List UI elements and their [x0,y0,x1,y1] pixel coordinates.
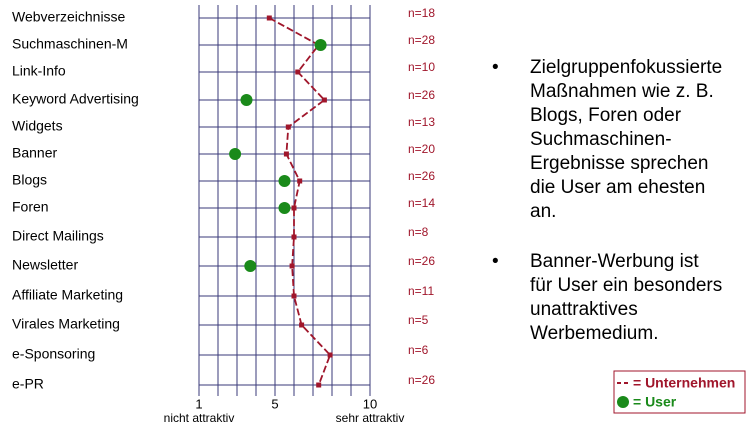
marker-user [278,175,291,187]
bullet-line: unattraktives [530,299,638,320]
legend-label: = User [633,394,677,410]
marker-unternehmen [291,234,297,240]
marker-unternehmen [316,382,322,388]
n-label: n=14 [408,196,435,210]
marker-unternehmen [289,263,295,269]
bullet: Zielgruppenfokussierte Maßnahmen wie z. B… [490,56,745,224]
marker-unternehmen [266,15,272,21]
legend-box [613,370,746,414]
marker-user [314,39,327,51]
bullet: Banner-Werbung ist für User ein besonders… [490,250,745,346]
marker-unternehmen [295,69,301,75]
x-axis-label-left: nicht attraktiv [164,411,235,425]
x-tick-label: 5 [271,396,278,411]
n-label: n=20 [408,142,435,156]
bullet-line: Banner-Werbung ist [530,251,699,272]
n-label: n=8 [408,225,429,239]
category-label: Widgets [12,118,63,134]
marker-user [244,260,257,272]
line-unternehmen [268,17,332,386]
n-label: n=26 [408,169,435,183]
x-tick-label: 1 [195,396,202,411]
n-label: n=18 [408,6,435,20]
marker-unternehmen [285,124,291,130]
marker-unternehmen [299,322,305,328]
n-label: n=6 [408,343,429,357]
category-label: Link-Info [12,63,66,79]
category-label: Newsletter [12,257,78,273]
bullet-line: Werbemedium. [530,323,659,344]
n-label: n=26 [408,373,435,387]
marker-user [278,202,291,214]
marker-user [229,148,242,160]
bullet-line: Zielgruppenfokussierte [530,57,723,78]
bullet-line: Maßnahmen wie z. B. [530,81,714,102]
marker-unternehmen [297,178,303,184]
category-label: Foren [12,199,49,215]
category-label: Affiliate Marketing [12,287,123,303]
n-label: n=26 [408,88,435,102]
category-label: e-PR [12,376,44,392]
bullet-line: Blogs, Foren oder [530,105,682,126]
category-label: Direct Mailings [12,228,104,244]
x-axis-label-right: sehr attraktiv [336,411,405,425]
bullet-list: Zielgruppenfokussierte Maßnahmen wie z. B… [490,56,745,372]
bullet-line: für User ein besonders [530,275,723,296]
marker-unternehmen [291,205,297,211]
marker-unternehmen [327,352,333,358]
n-label: n=5 [408,313,429,327]
bullet-line: Suchmaschinen- [530,129,672,150]
legend-swatch-dot [617,396,629,408]
x-tick-label: 10 [363,396,377,411]
category-label: Keyword Advertising [12,91,139,107]
marker-unternehmen [283,151,289,157]
category-label: e-Sponsoring [12,346,95,362]
category-label: Blogs [12,172,47,188]
category-label: Suchmaschinen-M [12,36,128,52]
bullet-line: an. [530,201,557,222]
n-label: n=28 [408,33,435,47]
legend-label: = Unternehmen [633,375,735,391]
bullet-line: die User am ehesten [530,177,706,198]
marker-user [240,94,253,106]
n-label: n=13 [408,115,435,129]
category-label: Virales Marketing [12,316,120,332]
n-label: n=10 [408,60,435,74]
marker-unternehmen [321,97,327,103]
marker-unternehmen [291,293,297,299]
category-label: Webverzeichnisse [12,9,126,25]
n-label: n=26 [408,254,435,268]
n-label: n=11 [408,284,434,298]
bullet-line: Ergebnisse sprechen [530,153,709,174]
category-label: Banner [12,145,57,161]
